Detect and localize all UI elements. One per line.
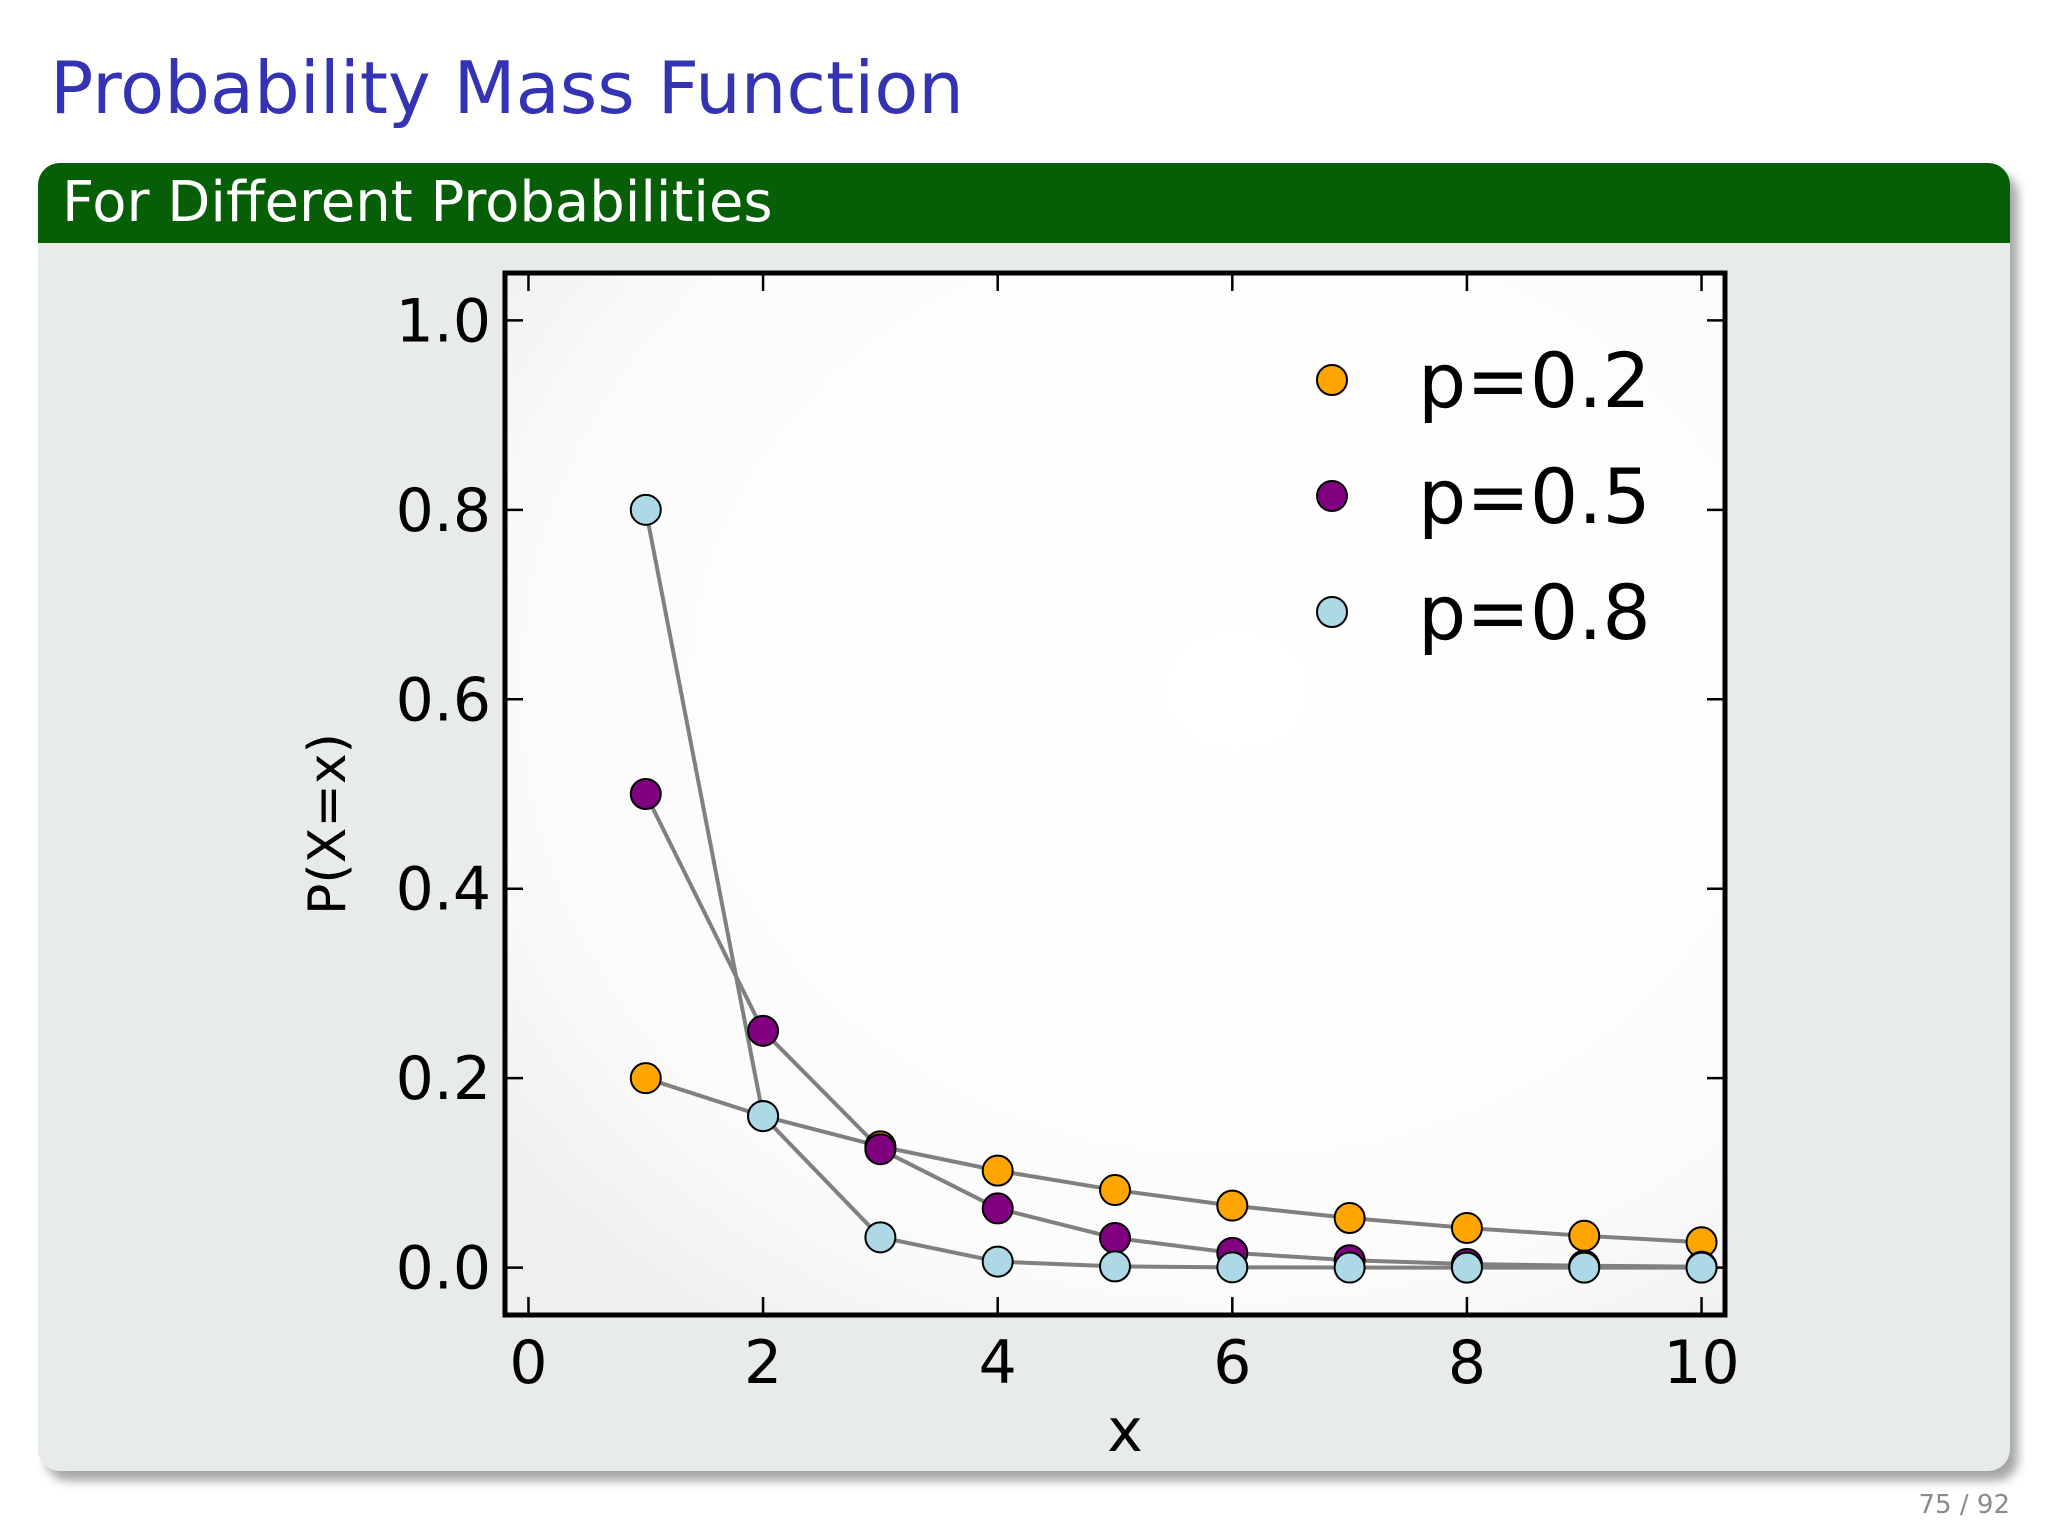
block-title: For Different Probabilities	[38, 163, 2010, 243]
x-tick-label: 6	[1213, 1328, 1251, 1398]
data-point-p-0-8	[1099, 1250, 1131, 1283]
data-point-p-0-2	[1216, 1189, 1249, 1222]
legend-label: p=0.8	[1418, 568, 1651, 657]
legend-marker	[1316, 480, 1348, 512]
data-point-p-0-8	[747, 1100, 780, 1133]
data-point-p-0-2	[1568, 1219, 1601, 1252]
page-total: 92	[1976, 1490, 2010, 1520]
y-tick-label: 0.2	[396, 1044, 491, 1114]
data-point-p-0-5	[981, 1192, 1014, 1225]
y-tick-label: 1.0	[396, 286, 491, 356]
data-point-p-0-2	[1333, 1201, 1366, 1234]
data-point-p-0-2	[1450, 1211, 1483, 1244]
x-tick-label: 8	[1448, 1328, 1486, 1398]
x-tick-label: 4	[979, 1328, 1017, 1398]
data-point-p-0-8	[1685, 1251, 1718, 1284]
y-tick-label: 0.4	[396, 855, 491, 925]
data-point-p-0-8	[981, 1245, 1014, 1278]
legend-label: p=0.5	[1418, 452, 1651, 541]
data-point-p-0-8	[864, 1221, 897, 1254]
page-current: 75	[1918, 1490, 1952, 1520]
x-axis-label: x	[1107, 1396, 1143, 1466]
data-point-p-0-8	[1333, 1251, 1366, 1284]
series-line-p-0-5	[643, 793, 1702, 1269]
y-axis-label: P(X=x)	[298, 733, 358, 915]
data-point-p-0-8	[629, 493, 662, 526]
data-point-p-0-5	[1099, 1221, 1131, 1254]
data-point-p-0-8	[1450, 1251, 1483, 1284]
data-point-p-0-5	[629, 778, 662, 810]
x-tick-label: 2	[744, 1328, 782, 1398]
page-number: 75 / 92	[1919, 1490, 2010, 1520]
y-tick-label: 0.0	[396, 1234, 491, 1304]
data-point-p-0-5	[747, 1014, 780, 1047]
y-tick-label: 0.6	[396, 665, 491, 735]
plot-background	[505, 273, 1725, 1315]
y-tick-label: 0.8	[396, 476, 491, 546]
series-line-p-0-8	[643, 509, 1702, 1270]
plot-frame	[502, 270, 1728, 1318]
x-tick-label: 10	[1663, 1328, 1739, 1398]
data-point-p-0-2	[1099, 1174, 1131, 1207]
data-point-p-0-2	[981, 1154, 1014, 1187]
legend-marker	[1316, 596, 1348, 628]
legend-marker	[1316, 364, 1348, 396]
series-line-p-0-2	[645, 1076, 1702, 1245]
data-point-p-0-2	[629, 1062, 662, 1095]
page-separator: /	[1951, 1490, 1977, 1520]
data-point-p-0-8	[1568, 1251, 1601, 1284]
slide-title: Probability Mass Function	[50, 46, 964, 130]
data-point-p-0-8	[1216, 1251, 1249, 1284]
x-tick-label: 0	[509, 1328, 547, 1398]
legend-label: p=0.2	[1418, 336, 1651, 425]
data-point-p-0-5	[864, 1133, 897, 1166]
